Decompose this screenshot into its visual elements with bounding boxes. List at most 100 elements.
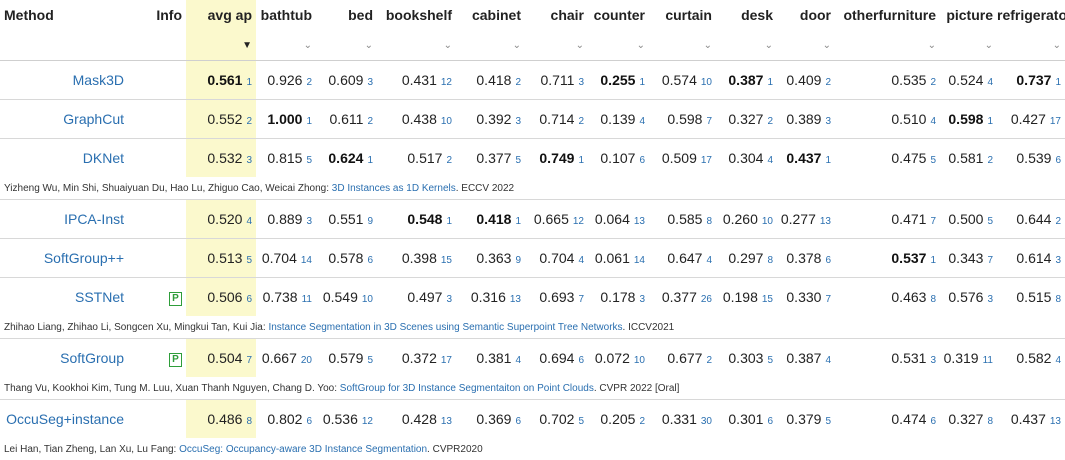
header-picture[interactable]: picture <box>940 0 997 30</box>
rank-value: 20 <box>301 355 312 366</box>
score-value: 0.372 <box>402 350 437 366</box>
header-curtain[interactable]: curtain <box>649 0 716 30</box>
score-value: 0.665 <box>534 211 569 227</box>
score-value: 0.072 <box>595 350 630 366</box>
rank-value: 1 <box>1055 77 1061 88</box>
score-value: 0.205 <box>600 411 635 427</box>
rank-value: 9 <box>515 255 521 266</box>
score-value: 0.500 <box>948 211 983 227</box>
score-value: 0.644 <box>1016 211 1051 227</box>
header-bookshelf[interactable]: bookshelf <box>377 0 456 30</box>
sort-caret-icon[interactable]: ⌄ <box>637 40 645 51</box>
paper-badge-icon[interactable]: P <box>169 292 182 306</box>
citation-paper-link[interactable]: 3D Instances as 1D Kernels <box>332 183 456 194</box>
header-otherfurniture[interactable]: otherfurniture <box>835 0 940 30</box>
rank-value: 2 <box>306 77 312 88</box>
citation-paper-link[interactable]: Instance Segmentation in 3D Scenes using… <box>268 322 622 333</box>
score-value: 0.504 <box>207 350 242 366</box>
sort-caret-icon[interactable]: ⌄ <box>304 40 312 51</box>
sort-row: ▼ ⌄ ⌄ ⌄ ⌄ ⌄ ⌄ ⌄ ⌄ ⌄ ⌄ ⌄ ⌄ <box>0 30 1065 61</box>
rank-value: 1 <box>639 77 645 88</box>
paper-badge-icon[interactable]: P <box>169 353 182 367</box>
header-door[interactable]: door <box>777 0 835 30</box>
method-link[interactable]: SoftGroup <box>60 350 124 366</box>
sort-desc-active-icon[interactable]: ▼ <box>242 40 252 51</box>
header-bed[interactable]: bed <box>316 0 377 30</box>
citation-authors: Yizheng Wu, Min Shi, Shuaiyuan Du, Hao L… <box>4 183 332 194</box>
header-desk[interactable]: desk <box>716 0 777 30</box>
header-cabinet[interactable]: cabinet <box>456 0 525 30</box>
header-bathtub[interactable]: bathtub <box>256 0 316 30</box>
sort-caret-icon[interactable]: ⌄ <box>1053 40 1061 51</box>
score-value: 0.551 <box>328 211 363 227</box>
score-value: 0.379 <box>786 411 821 427</box>
sort-caret-icon[interactable]: ⌄ <box>928 40 936 51</box>
rank-value: 4 <box>825 355 831 366</box>
score-value: 0.107 <box>600 150 635 166</box>
method-link[interactable]: SSTNet <box>75 289 124 305</box>
score-value: 0.737 <box>1016 72 1051 88</box>
citation-paper-link[interactable]: SoftGroup for 3D Instance Segmentaiton o… <box>340 383 594 394</box>
score-value: 0.711 <box>540 72 574 88</box>
rank-value: 10 <box>634 355 645 366</box>
rank-value: 3 <box>930 355 936 366</box>
header-counter[interactable]: counter <box>588 0 649 30</box>
sort-caret-icon[interactable]: ⌄ <box>444 40 452 51</box>
method-link[interactable]: OccuSeg+instance <box>6 411 124 427</box>
header-chair[interactable]: chair <box>525 0 588 30</box>
rank-value: 8 <box>987 416 993 427</box>
header-avg-ap[interactable]: avg ap <box>186 0 256 30</box>
method-link[interactable]: DKNet <box>83 150 124 166</box>
sort-caret-icon[interactable]: ⌄ <box>576 40 584 51</box>
sort-caret-icon[interactable]: ⌄ <box>985 40 993 51</box>
score-value: 0.582 <box>1016 350 1051 366</box>
sort-caret-icon[interactable]: ⌄ <box>823 40 831 51</box>
rank-value: 6 <box>515 416 521 427</box>
method-link[interactable]: GraphCut <box>63 111 124 127</box>
header-method[interactable]: Method <box>0 0 128 30</box>
rank-value: 14 <box>301 255 312 266</box>
citation-paper-link[interactable]: OccuSeg: Occupancy-aware 3D Instance Seg… <box>179 444 427 455</box>
rank-value: 3 <box>446 294 452 305</box>
score-value: 0.647 <box>667 250 702 266</box>
score-value: 0.438 <box>402 111 437 127</box>
sort-caret-icon[interactable]: ⌄ <box>765 40 773 51</box>
method-link[interactable]: SoftGroup++ <box>44 250 124 266</box>
rank-value: 5 <box>515 155 521 166</box>
score-value: 0.531 <box>891 350 926 366</box>
score-value: 0.260 <box>723 211 758 227</box>
rank-value: 12 <box>573 216 584 227</box>
sort-caret-icon[interactable]: ⌄ <box>704 40 712 51</box>
sort-caret-icon[interactable]: ⌄ <box>513 40 521 51</box>
method-link[interactable]: IPCA-Inst <box>64 211 124 227</box>
sort-caret-icon[interactable]: ⌄ <box>365 40 373 51</box>
header-refrigerator[interactable]: refrigerator <box>997 0 1065 30</box>
rank-value: 10 <box>762 216 773 227</box>
rank-value: 3 <box>306 216 312 227</box>
rank-value: 15 <box>762 294 773 305</box>
score-value: 0.475 <box>891 150 926 166</box>
score-value: 0.497 <box>407 289 442 305</box>
score-value: 0.585 <box>667 211 702 227</box>
method-link[interactable]: Mask3D <box>73 72 124 88</box>
rank-value: 6 <box>306 416 312 427</box>
